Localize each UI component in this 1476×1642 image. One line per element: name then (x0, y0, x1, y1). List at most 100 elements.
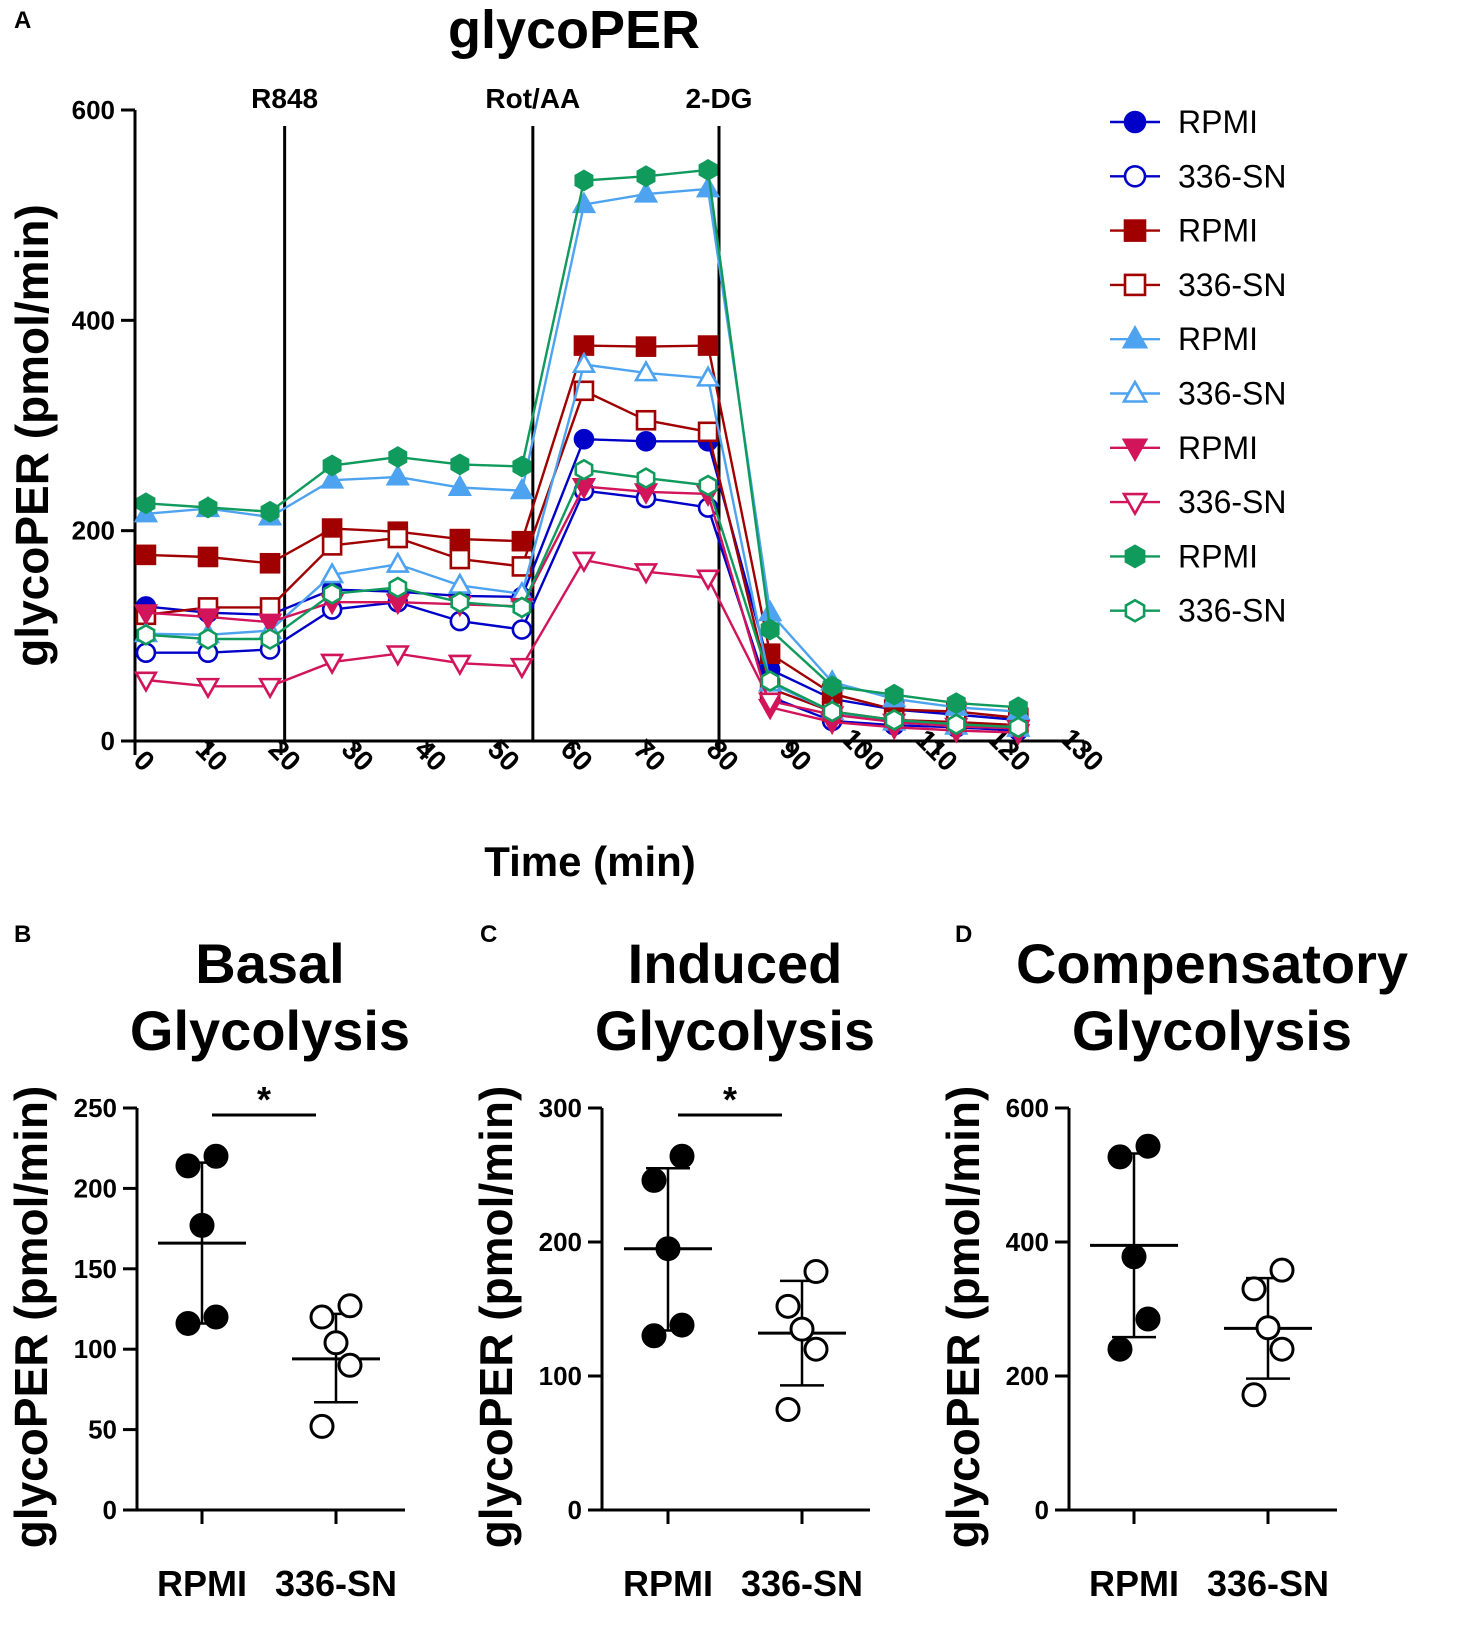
data-point (884, 683, 904, 706)
data-point (757, 692, 783, 715)
data-point (198, 628, 218, 650)
legend-entry: RPMI (1110, 321, 1258, 357)
y-tick-label: 200 (72, 516, 115, 546)
group-rpmi (624, 1143, 712, 1349)
data-point (655, 1236, 681, 1262)
data-point (760, 618, 780, 641)
y-tick-label: 150 (74, 1254, 117, 1284)
legend-entry: 336-SN (1110, 484, 1287, 520)
group-336-sn (1224, 1257, 1312, 1408)
y-tick-label: 400 (72, 305, 115, 335)
panel-letter-c: C (480, 921, 497, 948)
y-axis-label: glycoPER (pmol/min) (6, 204, 58, 667)
data-point (573, 380, 595, 402)
data-point (388, 576, 408, 599)
data-point (1269, 1336, 1295, 1362)
legend-marker (1124, 598, 1146, 623)
data-point (1121, 1244, 1147, 1270)
data-point (635, 409, 657, 431)
data-point (388, 446, 408, 469)
data-point (450, 453, 470, 476)
y-tick-label: 200 (1006, 1361, 1049, 1391)
data-point (385, 551, 410, 573)
panel-letter-d: D (955, 921, 972, 948)
legend-marker (1124, 544, 1146, 569)
injection-label: R848 (251, 83, 318, 114)
data-point (449, 528, 471, 550)
data-point (257, 613, 283, 636)
panel-letter-b: B (14, 921, 31, 948)
y-tick-label: 100 (539, 1361, 582, 1391)
data-point (1241, 1382, 1267, 1408)
chart-title-line-1: Basal (195, 932, 344, 995)
data-point (571, 551, 597, 574)
data-point (641, 1167, 667, 1193)
series-line (145, 363, 1019, 730)
data-point (136, 492, 156, 515)
legend-label: 336-SN (1178, 267, 1287, 303)
legend-label: RPMI (1178, 213, 1258, 249)
data-point (574, 169, 594, 192)
data-point (695, 175, 721, 198)
y-tick-label: 0 (1035, 1495, 1049, 1525)
series-line (145, 344, 1019, 720)
y-tick-label: 250 (74, 1093, 117, 1123)
legend-entry: 336-SN (1110, 267, 1287, 303)
data-point (636, 165, 656, 188)
data-point (775, 1397, 801, 1422)
data-point (450, 591, 470, 614)
data-point (385, 645, 410, 667)
data-point (321, 535, 343, 556)
legend-marker (1121, 379, 1149, 403)
legend-label: 336-SN (1178, 593, 1287, 629)
y-tick-label: 200 (539, 1227, 582, 1257)
data-point (509, 477, 535, 500)
data-point (1107, 1144, 1133, 1170)
x-tick-label: 130 (1055, 722, 1110, 777)
chart-title-line-2: Glycolysis (130, 999, 410, 1062)
data-point (633, 181, 659, 203)
data-point (175, 1310, 201, 1336)
data-point (198, 496, 218, 519)
data-point (319, 467, 345, 489)
data-point (775, 1293, 801, 1319)
injection-label: Rot/AA (485, 83, 580, 114)
data-point (1255, 1315, 1281, 1341)
legend: RPMI 336-SN RPMI 336-SN RPMI 336-SN RPMI 336-SN… (1110, 104, 1287, 629)
legend-entry: 336-SN (1110, 376, 1287, 412)
data-point (760, 670, 780, 693)
y-axis-label: glycoPER (pmol/min) (5, 1086, 57, 1549)
category-label: RPMI (157, 1563, 247, 1604)
data-point (337, 1293, 363, 1319)
legend-marker (1121, 325, 1149, 349)
data-point (1008, 716, 1028, 739)
series-9 (136, 158, 1028, 719)
legend-label: RPMI (1178, 538, 1258, 574)
data-point (697, 421, 719, 443)
panel-letter-a: A (14, 7, 31, 34)
legend-entry: 336-SN (1110, 593, 1287, 629)
data-point (449, 548, 471, 570)
y-tick-label: 400 (1006, 1227, 1049, 1257)
legend-label: RPMI (1178, 430, 1258, 466)
y-tick-label: 300 (539, 1093, 582, 1123)
data-point (195, 677, 221, 700)
legend-label: RPMI (1178, 321, 1258, 357)
group-rpmi (1090, 1133, 1178, 1362)
data-point (1135, 1306, 1161, 1332)
y-tick-label: 100 (74, 1334, 117, 1364)
data-point (1269, 1257, 1295, 1283)
y-tick-label: 600 (72, 95, 115, 125)
y-tick-label: 50 (88, 1415, 117, 1445)
data-point (189, 1212, 215, 1238)
group-336-sn (292, 1293, 380, 1439)
data-point (322, 454, 342, 477)
legend-marker (1121, 438, 1149, 462)
data-point (447, 474, 472, 497)
chart-title-line-2: Glycolysis (595, 999, 875, 1062)
legend-marker (1123, 110, 1147, 134)
data-point (635, 430, 657, 452)
data-point (1241, 1276, 1267, 1302)
